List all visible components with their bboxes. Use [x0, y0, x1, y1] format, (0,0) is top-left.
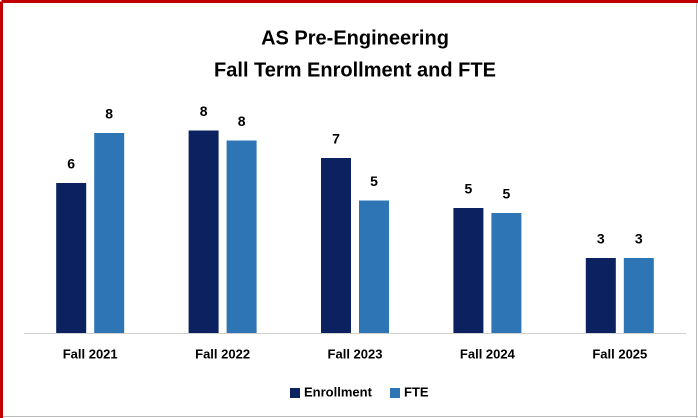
bar: [94, 133, 125, 333]
data-label: 5: [370, 173, 378, 189]
bar: [491, 213, 522, 333]
legend-label: FTE: [404, 384, 429, 399]
data-label: 8: [105, 106, 113, 122]
bar: [226, 140, 257, 333]
legend-swatch: [290, 388, 300, 398]
data-label: 3: [597, 231, 605, 247]
bar: [321, 158, 351, 333]
data-label: 8: [238, 113, 246, 129]
data-label: 5: [503, 186, 511, 202]
data-label: 8: [200, 103, 208, 119]
bar: [359, 200, 389, 333]
x-tick-label: Fall 2023: [328, 346, 383, 361]
data-label: 7: [332, 131, 340, 147]
x-tick-label: Fall 2022: [195, 346, 250, 361]
x-tick-label: Fall 2024: [460, 346, 516, 361]
bar: [56, 183, 87, 333]
legend-swatch: [390, 388, 400, 398]
bar: [453, 208, 484, 333]
bar: [623, 258, 654, 333]
data-label: 6: [67, 156, 75, 172]
legend-label: Enrollment: [304, 384, 373, 399]
chart-subtitle: Fall Term Enrollment and FTE: [214, 59, 496, 81]
bar: [188, 130, 219, 333]
bar: [585, 258, 616, 333]
data-label: 5: [465, 181, 473, 197]
x-tick-label: Fall 2025: [592, 346, 647, 361]
data-label: 3: [635, 231, 643, 247]
chart-title: AS Pre-Engineering: [261, 27, 449, 49]
x-tick-label: Fall 2021: [63, 346, 118, 361]
